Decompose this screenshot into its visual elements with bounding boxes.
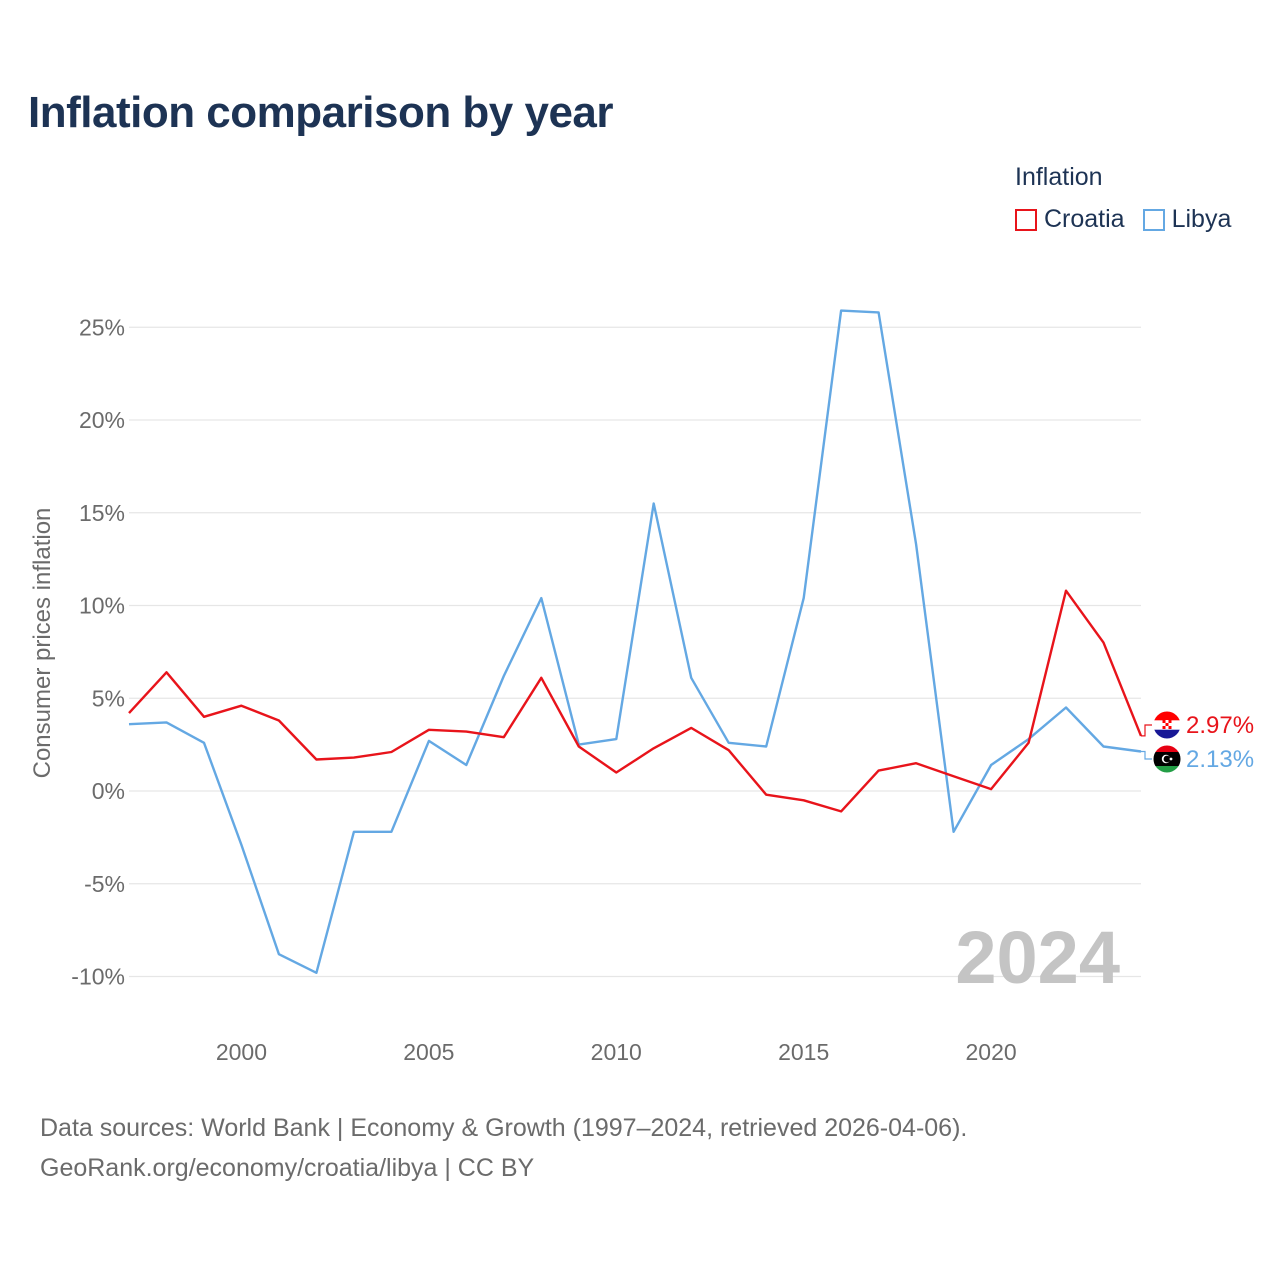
year-watermark: 2024 [955, 916, 1120, 999]
croatia-flag-icon [1153, 711, 1181, 739]
series-line-libya[interactable] [128, 309, 1142, 974]
series-line-croatia[interactable] [128, 589, 1143, 813]
legend-item-croatia[interactable]: Croatia [1015, 205, 1125, 234]
line-chart: 25% 20% 15% 10% 5% 0% -5% -10% 2000 2005 2010 2015… [29, 309, 1254, 1065]
libya-flag-icon [1153, 745, 1181, 773]
end-value-label: 2.97% [1186, 712, 1254, 739]
y-tick-label: -10% [71, 964, 125, 990]
legend-swatch-libya [1142, 208, 1165, 231]
legend-item-libya[interactable]: Libya [1142, 205, 1232, 234]
x-tick-label: 2000 [216, 1039, 267, 1065]
x-tick-label: 2020 [965, 1039, 1016, 1065]
source-line-1: Data sources: World Bank | Economy & Gro… [40, 1114, 968, 1142]
source-note: Data sources: World Bank | Economy & Gro… [40, 1108, 967, 1188]
y-tick-label: 0% [92, 778, 125, 804]
source-line-2[interactable]: GeoRank.org/economy/croatia/libya | CC B… [40, 1154, 535, 1182]
x-tick-label: 2005 [403, 1039, 454, 1065]
legend-label-croatia: Croatia [1044, 205, 1125, 233]
legend-swatch-croatia [1015, 208, 1037, 231]
series-end-markers: 2.97% 2.13% [1141, 710, 1254, 774]
end-leader-line [1141, 724, 1152, 737]
chart-title: Inflation comparison by year [28, 88, 614, 137]
end-leader-line [1141, 750, 1152, 760]
y-tick-label: 15% [79, 500, 125, 526]
end-value-label: 2.13% [1186, 746, 1254, 773]
x-tick-label: 2010 [591, 1039, 642, 1065]
y-tick-label: 25% [79, 314, 125, 340]
x-tick-label: 2015 [778, 1039, 829, 1065]
legend-title: Inflation [1015, 163, 1103, 191]
gridlines [129, 326, 1141, 978]
end-marker-croatia: 2.97% [1141, 710, 1254, 740]
y-tick-label: 5% [92, 685, 125, 711]
x-axis-ticks: 2000 2005 2010 2015 2020 [216, 1039, 1017, 1065]
end-marker-libya: 2.13% [1141, 744, 1254, 774]
y-axis-ticks: 25% 20% 15% 10% 5% 0% -5% -10% [71, 314, 125, 989]
legend-label-libya: Libya [1171, 205, 1232, 233]
y-tick-label: -5% [84, 871, 125, 897]
series-lines [128, 309, 1143, 974]
y-axis-label: Consumer prices inflation [29, 508, 56, 779]
legend: Croatia Libya [1015, 205, 1231, 234]
y-tick-label: 20% [79, 407, 125, 433]
y-tick-label: 10% [79, 593, 125, 619]
